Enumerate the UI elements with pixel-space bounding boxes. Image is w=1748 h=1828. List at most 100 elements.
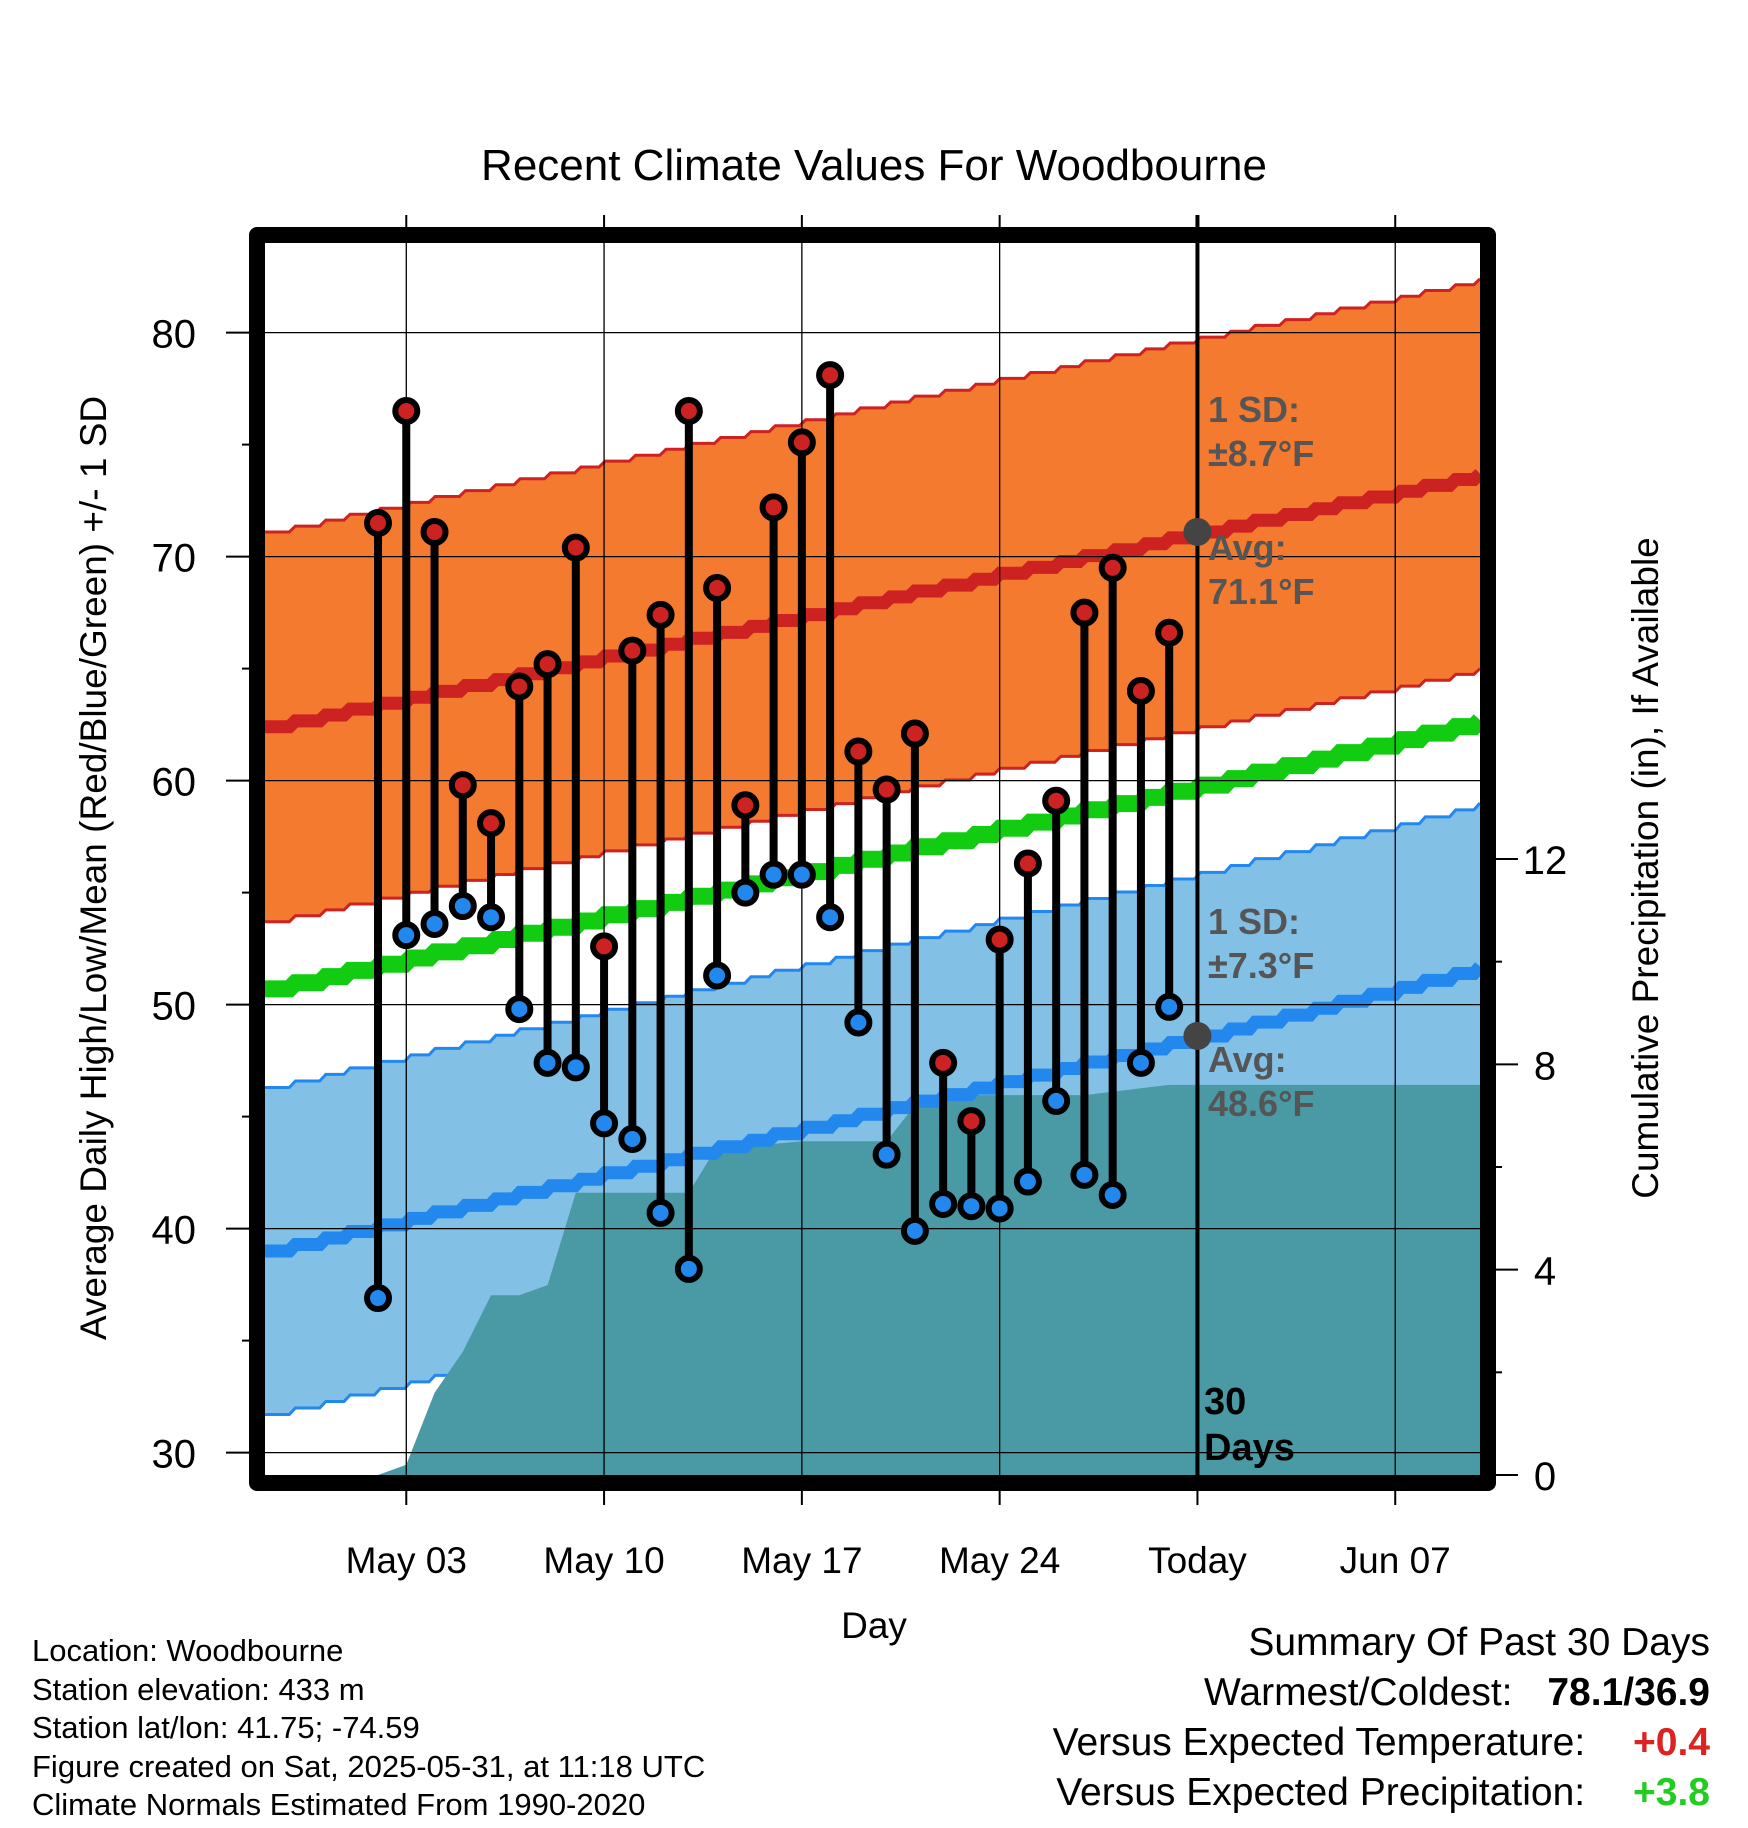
- daily-low-point: [477, 903, 506, 932]
- high-sd-heading: 1 SD:: [1208, 389, 1300, 430]
- daily-low-point: [1098, 1181, 1127, 1209]
- warm-cold-row: Warmest/Coldest: 78.1/36.9: [1053, 1668, 1710, 1718]
- daily-low-point: [561, 1053, 590, 1082]
- daily-low-point: [590, 1109, 619, 1138]
- summary-heading: Summary Of Past 30 Days: [1248, 1621, 1710, 1664]
- daily-high-point: [505, 672, 534, 701]
- y-tick-label: 30: [152, 1433, 197, 1477]
- daily-low-point: [844, 1008, 873, 1037]
- daily-high-point: [703, 573, 732, 602]
- low-sd-annotation: ±7.3°F: [1208, 945, 1314, 986]
- daily-high-point: [674, 397, 703, 425]
- summary-panel: Summary Of Past 30 Days Warmest/Coldest:…: [1053, 1618, 1710, 1818]
- daily-high-point: [787, 428, 816, 457]
- x-axis-label: Day: [841, 1605, 907, 1646]
- daily-high-point: [533, 650, 562, 679]
- created-text: Figure created on Sat, 2025-05-31, at 11…: [32, 1748, 706, 1784]
- y-tick-label: 60: [152, 761, 197, 805]
- latlon-text: Station lat/lon: 41.75; -74.59: [32, 1710, 420, 1745]
- low-avg-annotation: 48.6°F: [1208, 1083, 1314, 1124]
- daily-high-point: [759, 493, 788, 522]
- daily-low-point: [1155, 992, 1184, 1021]
- daily-low-point: [759, 860, 788, 889]
- location-text: Location: Woodbourne: [32, 1633, 344, 1668]
- daily-low-point: [957, 1192, 986, 1221]
- station-info: Location: Woodbourne Station elevation: …: [32, 1632, 705, 1825]
- daily-low-point: [1070, 1160, 1099, 1189]
- chart-title: Recent Climate Values For Woodbourne: [481, 141, 1267, 190]
- x-tick-label: May 17: [741, 1540, 862, 1581]
- daily-low-point: [1126, 1048, 1155, 1077]
- daily-high-point: [900, 719, 929, 748]
- days-count-number: 30: [1204, 1381, 1246, 1423]
- x-tick-label: Jun 07: [1340, 1540, 1451, 1581]
- today-low-avg-marker: [1183, 1021, 1212, 1050]
- low-sd-heading: 1 SD:: [1208, 901, 1300, 942]
- elevation-text: Station elevation: 433 m: [32, 1671, 365, 1707]
- low-avg-heading: Avg:: [1208, 1039, 1287, 1080]
- daily-high-point: [561, 533, 590, 562]
- warm-cold-label: Warmest/Coldest:: [1204, 1671, 1513, 1714]
- daily-high-point: [1155, 618, 1184, 647]
- y-tick-label: 50: [152, 985, 197, 1029]
- temp-row: Versus Expected Temperature: +0.4: [1053, 1718, 1710, 1768]
- coldest-value: 36.9: [1634, 1671, 1710, 1714]
- daily-high-point: [1042, 786, 1071, 815]
- daily-high-point: [816, 361, 845, 390]
- warm-cold-value: 78.1/36.9: [1547, 1668, 1710, 1718]
- daily-high-point: [1126, 677, 1155, 705]
- daily-high-point: [448, 771, 477, 800]
- daily-low-point: [1013, 1167, 1042, 1196]
- low-sd-upper-edge: [265, 802, 1480, 1089]
- daily-low-point: [900, 1216, 929, 1245]
- y2-tick-label: 4: [1534, 1250, 1556, 1294]
- daily-high-point: [957, 1107, 986, 1136]
- daily-low-point: [448, 892, 477, 921]
- daily-low-point: [929, 1189, 958, 1218]
- daily-low-point: [364, 1284, 393, 1313]
- x-tick-label: May 24: [939, 1540, 1060, 1581]
- x-tick-label: May 03: [346, 1540, 467, 1581]
- high-avg-annotation: 71.1°F: [1208, 571, 1314, 612]
- daily-low-point: [392, 921, 421, 950]
- high-avg-heading: Avg:: [1208, 527, 1287, 568]
- normal-mean-line: [265, 714, 1480, 998]
- x-tick-label: May 10: [543, 1540, 664, 1581]
- daily-high-point: [929, 1048, 958, 1077]
- daily-low-point: [703, 961, 732, 990]
- daily-high-point: [420, 517, 449, 546]
- high-sd-lower-edge: [265, 667, 1480, 924]
- daily-low-point: [420, 909, 449, 938]
- y-tick-label: 40: [152, 1209, 197, 1253]
- plot-area: [265, 243, 1480, 1475]
- daily-high-point: [364, 509, 393, 537]
- daily-high-point: [844, 737, 873, 766]
- daily-high-point: [477, 809, 506, 838]
- y-tick-label: 70: [152, 537, 197, 581]
- normals-text: Climate Normals Estimated From 1990-2020: [32, 1787, 646, 1822]
- precip-label: Versus Expected Precipitation:: [1056, 1771, 1586, 1814]
- daily-low-point: [618, 1125, 647, 1153]
- daily-high-point: [1013, 849, 1042, 878]
- normal-low-line: [265, 962, 1480, 1258]
- daily-low-point: [674, 1254, 703, 1283]
- daily-low-point: [816, 903, 845, 932]
- daily-low-point: [1042, 1086, 1071, 1115]
- y-axis-label: Average Daily High/Low/Mean (Red/Blue/Gr…: [73, 396, 114, 1340]
- normal-high-line: [265, 468, 1480, 734]
- y2-tick-label: 12: [1523, 839, 1568, 883]
- daily-high-point: [872, 775, 901, 804]
- cumulative-precip-area: [321, 1084, 1480, 1475]
- precip-row: Versus Expected Precipitation: +3.8: [1053, 1768, 1710, 1818]
- high-sd-annotation: ±8.7°F: [1208, 433, 1314, 474]
- x-tick-label: Today: [1148, 1540, 1247, 1581]
- warm-cold-separator: /: [1623, 1671, 1635, 1714]
- daily-low-point: [505, 995, 534, 1024]
- daily-high-point: [1098, 553, 1127, 582]
- temp-label: Versus Expected Temperature:: [1052, 1721, 1586, 1764]
- daily-low-point: [646, 1198, 675, 1227]
- daily-low-point: [533, 1048, 562, 1077]
- days-count-label: Days: [1204, 1427, 1295, 1469]
- daily-high-point: [618, 636, 647, 665]
- daily-high-point: [1070, 598, 1099, 627]
